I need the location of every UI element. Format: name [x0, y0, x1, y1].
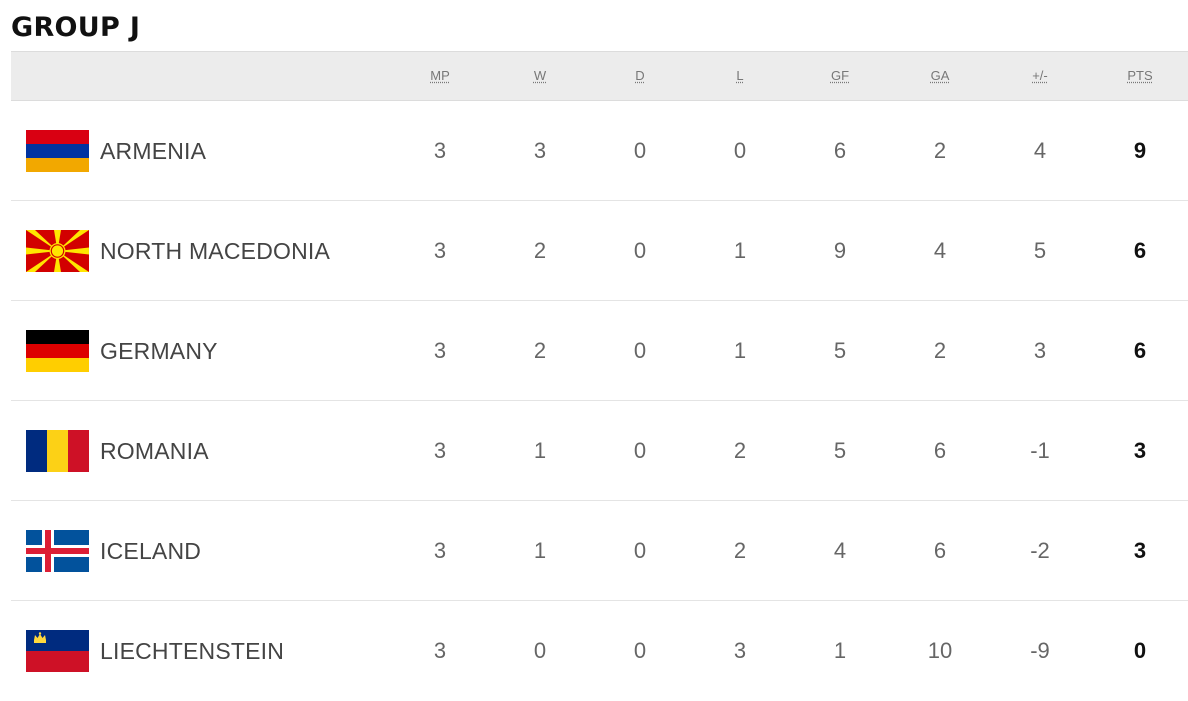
- header-mp[interactable]: MP: [430, 68, 450, 83]
- liechtenstein-flag-icon: [26, 630, 89, 672]
- team-name[interactable]: LIECHTENSTEIN: [100, 638, 285, 664]
- iceland-flag-icon: [26, 530, 89, 572]
- cell-pts: 6: [1133, 338, 1147, 363]
- romania-flag-icon: [26, 430, 89, 472]
- cell-gf: 4: [833, 538, 847, 563]
- cell-pts: 9: [1133, 138, 1147, 163]
- cell-l: 1: [733, 238, 747, 263]
- cell-goal-difference: 3: [1033, 338, 1047, 363]
- header-pts[interactable]: PTS: [1127, 68, 1153, 83]
- cell-d: 0: [633, 438, 647, 463]
- table-row[interactable]: ROMANIA 3 1 0 2 5 6 -1 3: [11, 401, 1188, 501]
- cell-l: 1: [733, 338, 747, 363]
- cell-ga: 10: [927, 638, 953, 663]
- cell-gf: 1: [833, 638, 847, 663]
- table-row[interactable]: LIECHTENSTEIN 3 0 0 3 1 10 -9 0: [11, 601, 1188, 701]
- cell-pts: 6: [1133, 238, 1147, 263]
- cell-l: 3: [733, 638, 747, 663]
- table-row[interactable]: GERMANY 3 2 0 1 5 2 3 6: [11, 301, 1188, 401]
- cell-d: 0: [633, 238, 647, 263]
- cell-mp: 3: [433, 338, 447, 363]
- cell-mp: 3: [433, 138, 447, 163]
- cell-goal-difference: -9: [1030, 638, 1050, 663]
- header-l[interactable]: L: [736, 68, 744, 83]
- cell-d: 0: [633, 638, 647, 663]
- header-d[interactable]: D: [635, 68, 645, 83]
- cell-w: 1: [533, 438, 547, 463]
- cell-ga: 6: [933, 438, 947, 463]
- standings-table: MP W D L GF GA +/- PTS ARMENIA 3 3 0 0 6…: [11, 51, 1188, 701]
- cell-mp: 3: [433, 238, 447, 263]
- north-macedonia-flag-icon: [26, 230, 89, 272]
- table-header: MP W D L GF GA +/- PTS: [11, 51, 1188, 101]
- cell-pts: 3: [1133, 538, 1147, 563]
- cell-goal-difference: 5: [1033, 238, 1047, 263]
- group-title: GROUP J: [11, 12, 141, 43]
- cell-w: 2: [533, 338, 547, 363]
- cell-mp: 3: [433, 438, 447, 463]
- table-row[interactable]: NORTH MACEDONIA 3 2 0 1 9 4 5 6: [11, 201, 1188, 301]
- cell-w: 1: [533, 538, 547, 563]
- cell-d: 0: [633, 538, 647, 563]
- team-name[interactable]: NORTH MACEDONIA: [100, 238, 331, 264]
- cell-ga: 2: [933, 138, 947, 163]
- cell-gf: 5: [833, 438, 847, 463]
- germany-flag-icon: [26, 330, 89, 372]
- table-row[interactable]: ICELAND 3 1 0 2 4 6 -2 3: [11, 501, 1188, 601]
- cell-l: 2: [733, 538, 747, 563]
- header-ga[interactable]: GA: [930, 68, 950, 83]
- cell-goal-difference: 4: [1033, 138, 1047, 163]
- cell-gf: 9: [833, 238, 847, 263]
- header-goal-difference[interactable]: +/-: [1032, 68, 1048, 83]
- cell-goal-difference: -2: [1030, 538, 1050, 563]
- team-name[interactable]: GERMANY: [100, 338, 218, 364]
- cell-w: 2: [533, 238, 547, 263]
- cell-d: 0: [633, 138, 647, 163]
- cell-pts: 3: [1133, 438, 1147, 463]
- header-w[interactable]: W: [533, 68, 547, 83]
- table-row[interactable]: ARMENIA 3 3 0 0 6 2 4 9: [11, 101, 1188, 201]
- team-name[interactable]: ICELAND: [100, 538, 202, 564]
- team-name[interactable]: ROMANIA: [100, 438, 209, 464]
- cell-l: 2: [733, 438, 747, 463]
- cell-d: 0: [633, 338, 647, 363]
- cell-mp: 3: [433, 538, 447, 563]
- cell-mp: 3: [433, 638, 447, 663]
- cell-ga: 2: [933, 338, 947, 363]
- header-gf[interactable]: GF: [830, 68, 850, 83]
- cell-pts: 0: [1133, 638, 1147, 663]
- cell-ga: 4: [933, 238, 947, 263]
- team-name[interactable]: ARMENIA: [100, 138, 207, 164]
- cell-ga: 6: [933, 538, 947, 563]
- cell-gf: 5: [833, 338, 847, 363]
- cell-gf: 6: [833, 138, 847, 163]
- cell-l: 0: [733, 138, 747, 163]
- cell-goal-difference: -1: [1030, 438, 1050, 463]
- cell-w: 0: [533, 638, 547, 663]
- armenia-flag-icon: [26, 130, 89, 172]
- cell-w: 3: [533, 138, 547, 163]
